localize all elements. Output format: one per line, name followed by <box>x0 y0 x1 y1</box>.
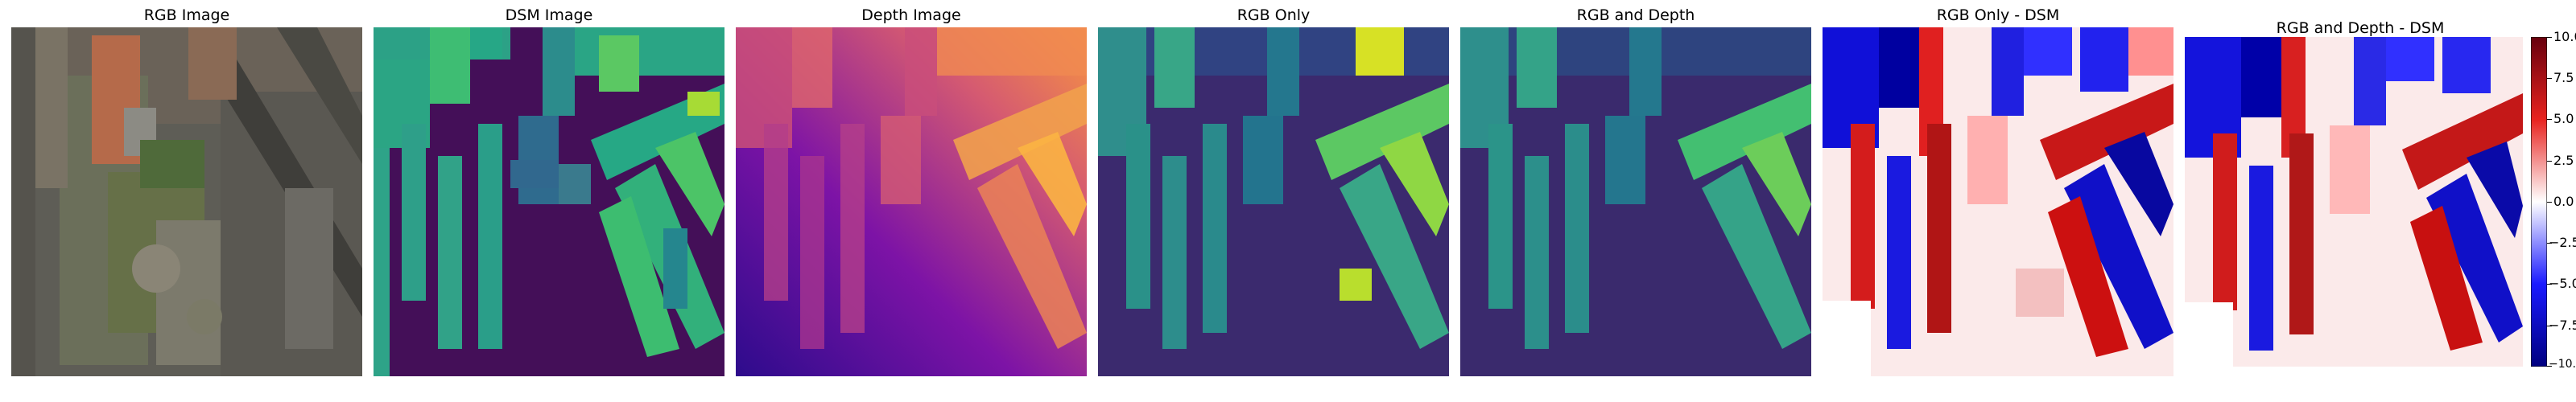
colorbar-tick-label: 5.0 <box>2553 111 2574 126</box>
colorbar-tick-label: −5.0 <box>2549 276 2576 291</box>
rgb-and-depth-error-map <box>2185 37 2523 367</box>
panel-rgb-and-depth-minus-dsm: RGB and Depth - DSM <box>2185 0 2536 386</box>
panel-title: RGB Image <box>143 6 230 24</box>
colorbar-tick-label: 7.5 <box>2553 70 2574 85</box>
colorbar-tick-label: −7.5 <box>2549 318 2576 333</box>
colorbar-tick-mark <box>2547 243 2552 244</box>
colorbar-tick-label: −2.5 <box>2549 235 2576 250</box>
colorbar-tick-mark <box>2547 284 2552 285</box>
colorbar: 10.0 7.5 5.0 2.5 0.0 −2.5 −5.0 −7.5 −10.… <box>2531 29 2576 371</box>
panel-depth-image: Depth Image <box>736 0 1087 386</box>
panel-rgb-image: RGB Image <box>11 0 362 386</box>
rgb-image <box>11 27 362 376</box>
panel-title: Depth Image <box>861 6 961 24</box>
colorbar-tick-label: 0.0 <box>2553 194 2574 209</box>
depth-image <box>736 27 1087 376</box>
colorbar-tick-mark <box>2547 37 2552 38</box>
rgb-only-error-map <box>1823 27 2174 376</box>
panel-title: RGB Only - DSM <box>1936 6 2060 24</box>
colorbar-tick-label: −10.0 <box>2549 358 2576 371</box>
panel-dsm-image: DSM Image <box>374 0 724 386</box>
panel-title: RGB and Depth - DSM <box>2276 19 2445 37</box>
colorbar-tick-mark <box>2547 366 2552 367</box>
panel-title: RGB Only <box>1236 6 1311 24</box>
colorbar-tick-mark <box>2547 202 2552 203</box>
colorbar-tick-mark <box>2547 78 2552 79</box>
panel-title: RGB and Depth <box>1576 6 1695 24</box>
colorbar-tick-label: 2.5 <box>2553 153 2574 168</box>
panel-rgb-and-depth: RGB and Depth <box>1460 0 1811 386</box>
panel-title: DSM Image <box>505 6 593 24</box>
panel-rgb-only: RGB Only <box>1098 0 1449 386</box>
panel-rgb-only-minus-dsm: RGB Only - DSM <box>1823 0 2174 386</box>
colorbar-gradient <box>2531 37 2547 367</box>
colorbar-tick-label: 10.0 <box>2553 29 2576 44</box>
colorbar-tick-mark <box>2547 161 2552 162</box>
rgb-only-prediction <box>1098 27 1449 376</box>
colorbar-tick-mark <box>2547 119 2552 120</box>
rgb-and-depth-prediction <box>1460 27 1811 376</box>
dsm-image <box>374 27 724 376</box>
